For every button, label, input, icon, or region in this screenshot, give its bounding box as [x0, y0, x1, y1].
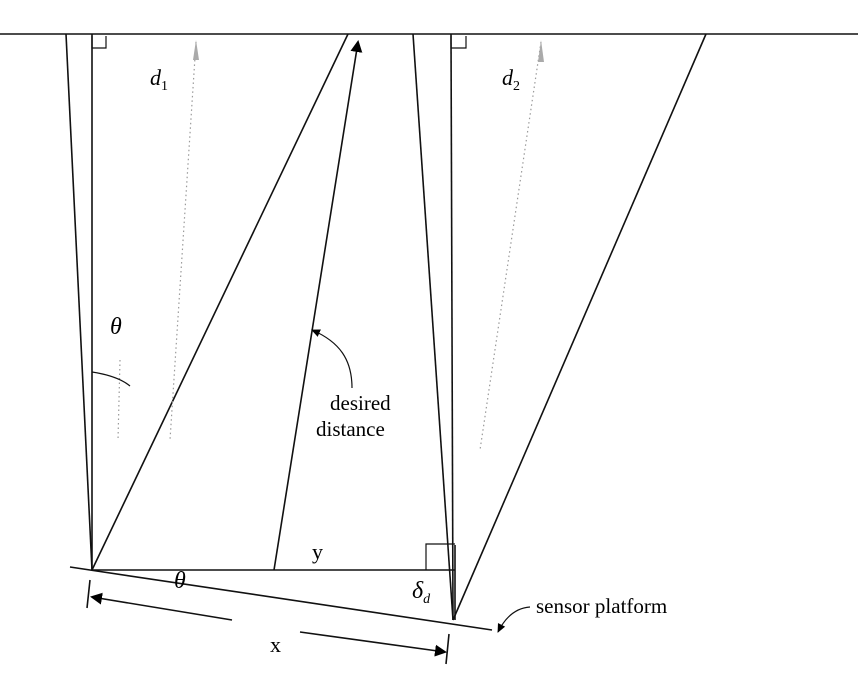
right-dotted-beam	[479, 41, 542, 451]
theta-label-top: θ	[110, 314, 122, 340]
d1-label: d1	[150, 65, 168, 94]
x-dimension-right-tick	[445, 633, 450, 665]
right-top-right-angle-mark	[450, 36, 467, 49]
x-dimension-right-arrow	[299, 631, 447, 657]
left-slant-line	[91, 33, 349, 571]
right-beam-edge-inner	[450, 33, 454, 621]
bottom-right-angle-mark	[425, 543, 455, 570]
sensor-platform-line	[69, 566, 493, 631]
delta-label: δd	[412, 578, 431, 607]
x-dimension-left-arrow	[90, 592, 233, 621]
x-dimension-left-tick	[86, 579, 91, 609]
left-dotted-beam	[169, 41, 197, 441]
left-sensor-mark-icon	[193, 40, 199, 60]
theta-label-bottom: θ	[174, 568, 186, 594]
desired-label-line2: distance	[316, 417, 385, 441]
d2-label: d2	[502, 65, 520, 94]
right-sensor-mark-icon	[538, 40, 544, 62]
y-label: y	[312, 539, 323, 564]
sensor-platform-label: sensor platform	[536, 594, 667, 618]
left-beam-edge-outer	[65, 33, 93, 571]
desired-distance-pointer	[311, 329, 353, 389]
right-beam-edge-outer	[412, 33, 454, 621]
left-right-angle-mark	[91, 36, 107, 49]
sensor-platform-pointer	[497, 606, 531, 633]
x-label: x	[270, 632, 281, 657]
left-dotted-tick	[117, 359, 121, 441]
desired-distance-arrow	[273, 40, 363, 571]
theta-arc-top	[91, 371, 131, 387]
desired-label-line1: desired	[330, 391, 391, 415]
right-slant-line	[452, 33, 707, 621]
